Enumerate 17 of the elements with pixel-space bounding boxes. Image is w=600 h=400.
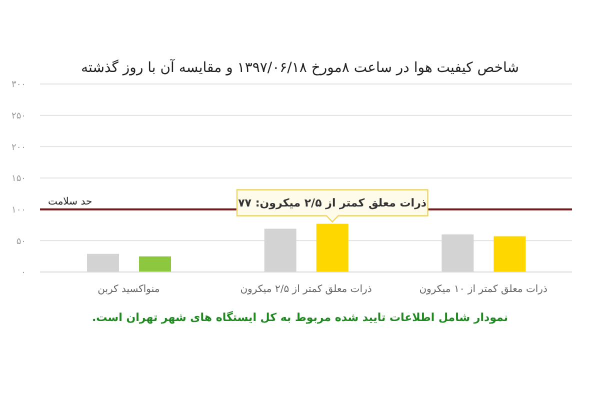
bar	[139, 256, 171, 272]
y-tick-label: ۱۵۰	[11, 174, 26, 184]
text: نمودار شامل اطلاعات تایید شده مربوط به کل ایستگاه های شهر تهران است.	[92, 311, 508, 324]
y-tick-label: ۳۰۰	[11, 80, 26, 90]
y-tick-label: ۲۰۰	[11, 142, 26, 153]
bar	[316, 224, 348, 272]
y-tick-label: ۱۰۰	[11, 206, 26, 216]
chart-title: شاخص کیفیت هوا در ساعت ۸مورخ ۱۳۹۷/۰۶/۱۸ و مقایسه آن با روز گذشته	[81, 60, 519, 76]
x-tick-label: منواکسید کربن	[98, 284, 160, 295]
x-tick-label: ذرات معلق کمتر از ۲/۵ میکرون	[240, 284, 372, 295]
y-tick-label: ۵۰	[16, 236, 26, 247]
ref-line-label: حد سلامت	[48, 196, 92, 208]
bar	[494, 236, 526, 272]
y-tick-label: ۰	[21, 268, 26, 278]
data-label: ذرات معلق کمتر از ۲/۵ میکرون: ۷۷	[238, 196, 427, 210]
y-tick-label: ۲۵۰	[11, 112, 26, 122]
x-tick-label: ذرات معلق کمتر از ۱۰ میکرون	[419, 284, 548, 295]
